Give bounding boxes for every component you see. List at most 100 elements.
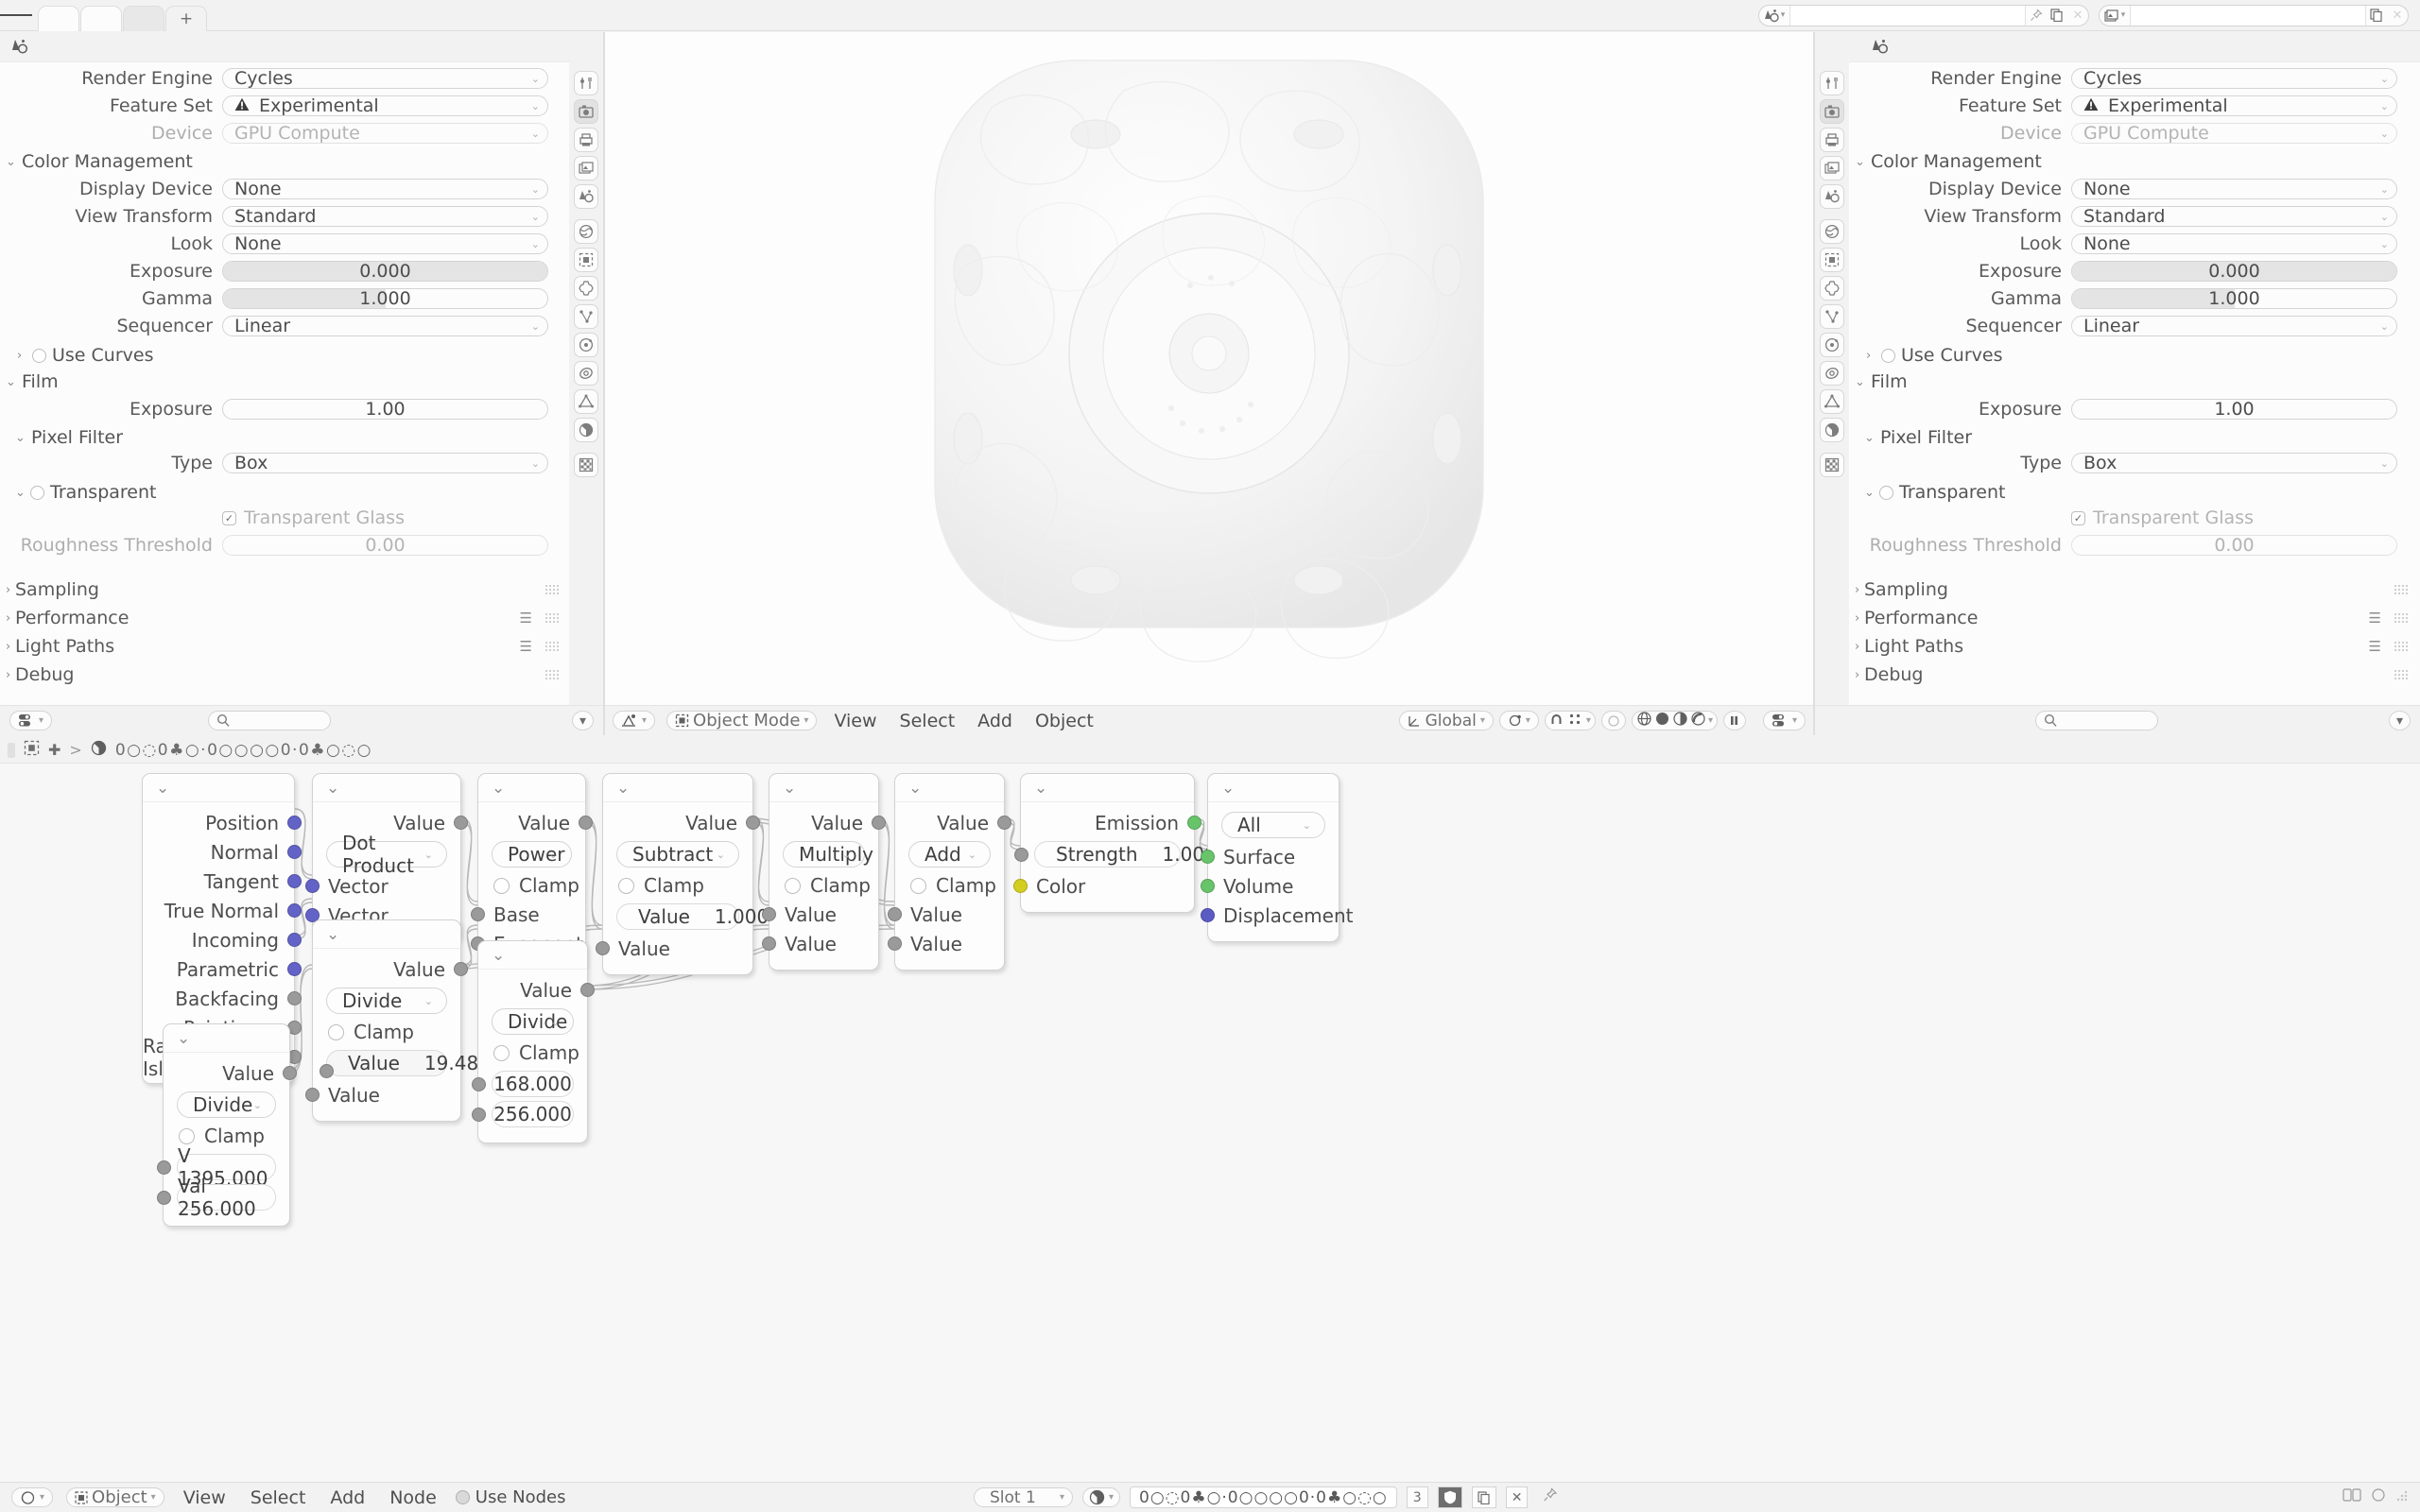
node-header[interactable]: ⌄	[603, 774, 752, 802]
drag-dots-icon[interactable]	[544, 584, 560, 595]
display-device-field[interactable]: None ⌄	[222, 179, 548, 199]
section-color-management[interactable]: ⌄ Color Management	[1855, 150, 2409, 173]
socket-gray[interactable]	[283, 1066, 297, 1080]
node-menu-add[interactable]: Add	[330, 1486, 366, 1508]
panel-divider-v1[interactable]	[603, 32, 605, 735]
viewport-menu-object[interactable]: Object	[1034, 710, 1094, 731]
close-icon[interactable]: ✕	[2392, 8, 2403, 23]
node-output-socket-row[interactable]: Emission	[1021, 808, 1201, 837]
value-field[interactable]: V 1395.000	[157, 1144, 276, 1190]
value-field[interactable]: Val 256.000	[157, 1175, 276, 1220]
socket-gray[interactable]	[287, 991, 302, 1005]
node-header[interactable]: ⌄	[313, 774, 460, 802]
transparent-glass-checkbox[interactable]: ✓	[222, 510, 236, 525]
options-icon[interactable]: ▾	[1762, 711, 1806, 730]
node-output-socket-row[interactable]: Incoming	[143, 925, 302, 954]
math-divide-node-168[interactable]: ⌄ Value Divide ⌄ Clamp 168.000 256.000	[472, 940, 595, 1143]
socket-vec[interactable]	[305, 879, 320, 893]
add-workspace-tab[interactable]: +	[165, 5, 207, 31]
pivot-icon[interactable]: ▾	[1498, 711, 1539, 730]
clamp-toggle[interactable]: Clamp	[603, 871, 752, 900]
collapse-chevron-icon[interactable]: ⌄	[177, 1028, 191, 1048]
operation-dropdown[interactable]: Divide ⌄	[326, 988, 447, 1014]
use-curves-checkbox[interactable]	[1881, 348, 1895, 363]
copy-icon[interactable]	[1471, 1486, 1496, 1508]
math-add-node[interactable]: ⌄ Value Add ⌄ Clamp Value Value	[888, 773, 1011, 971]
proportional-edit-icon[interactable]	[1600, 711, 1626, 730]
workspace-tab-2[interactable]	[80, 5, 122, 31]
node-input-socket-row[interactable]: Value	[305, 1080, 460, 1109]
collapse-chevron-icon[interactable]: ⌄	[492, 945, 506, 965]
socket-gray[interactable]	[471, 907, 485, 921]
transparent-toggle[interactable]: ⌄ Transparent	[15, 481, 560, 504]
socket-gray[interactable]	[762, 907, 776, 921]
node-input-socket-row[interactable]: Value	[888, 900, 1004, 929]
section-light-paths[interactable]: › Light Paths ☰	[1849, 632, 2409, 661]
node-menu-node[interactable]: Node	[389, 1486, 437, 1508]
section-performance[interactable]: › Performance ☰	[0, 604, 560, 632]
operation-dropdown[interactable]: Subtract ⌄	[616, 841, 739, 868]
shading-mode-group[interactable]: ▾	[1631, 711, 1718, 730]
clamp-checkbox[interactable]	[328, 1023, 344, 1040]
close-icon[interactable]: ✕	[2072, 8, 2083, 23]
collapse-chevron-icon[interactable]: ⌄	[908, 778, 923, 798]
node-header[interactable]: ⌄	[478, 774, 585, 802]
particles-icon[interactable]	[1820, 304, 1844, 329]
use-curves-checkbox[interactable]	[32, 348, 46, 363]
section-color-management[interactable]: ⌄ Color Management	[6, 150, 560, 173]
constraint-icon[interactable]	[1820, 361, 1844, 386]
section-light-paths[interactable]: › Light Paths ☰	[0, 632, 560, 661]
socket-gray[interactable]	[472, 1108, 486, 1122]
material-icon[interactable]: ▾	[1082, 1487, 1121, 1507]
use-curves-toggle[interactable]: › Use Curves	[17, 344, 560, 367]
socket-green[interactable]	[1201, 850, 1215, 864]
gamma-field[interactable]: 1.000	[2071, 288, 2397, 309]
socket-gray[interactable]	[596, 941, 610, 955]
exposure-field[interactable]: 0.000	[222, 261, 548, 282]
scene-icon[interactable]: ▾	[1759, 9, 1789, 23]
node-output-socket-row[interactable]: Value	[313, 954, 468, 984]
node-header[interactable]: ⌄	[164, 1024, 289, 1053]
clamp-toggle[interactable]: Clamp	[895, 871, 1004, 900]
operation-dropdown[interactable]: Power ⌄	[492, 841, 572, 868]
pixel-filter-type-field[interactable]: Box ⌄	[222, 453, 548, 473]
collapse-chevron-icon[interactable]: ⌄	[326, 778, 340, 798]
scene-name-field[interactable]	[1789, 5, 2026, 26]
object-mode-dropdown[interactable]: Object Mode ▾	[666, 711, 818, 730]
roughness-threshold-field[interactable]: 0.00	[2071, 535, 2397, 556]
clamp-checkbox[interactable]	[493, 1044, 510, 1061]
node-output-socket-row[interactable]: Normal	[143, 837, 302, 867]
panel-divider-v2[interactable]	[1813, 32, 1815, 735]
scene-icon[interactable]	[1820, 184, 1844, 209]
fake-user-icon[interactable]	[1437, 1486, 1462, 1508]
node-output-socket-row[interactable]: Parametric	[143, 954, 302, 984]
feature-set-field[interactable]: Experimental ⌄	[2071, 95, 2397, 116]
socket-gray[interactable]	[1014, 848, 1028, 862]
value-field[interactable]: Value 1.000	[616, 903, 769, 930]
render-engine-field[interactable]: Cycles ⌄	[2071, 68, 2397, 89]
view-transform-field[interactable]: Standard ⌄	[222, 206, 548, 227]
texture-icon[interactable]	[1820, 453, 1844, 477]
node-input-socket-row[interactable]: Surface	[1201, 842, 1339, 871]
drag-dots-icon[interactable]	[544, 669, 560, 680]
material-users-count[interactable]: 3	[1406, 1486, 1428, 1508]
object-data-icon[interactable]	[1820, 389, 1844, 414]
section-pixel-filter[interactable]: ⌄ Pixel Filter	[1864, 426, 2409, 449]
use-nodes-checkbox[interactable]	[455, 1490, 470, 1504]
collapse-chevron-icon[interactable]: ⌄	[326, 924, 340, 944]
value-field[interactable]: 256.000	[472, 1101, 574, 1127]
node-header[interactable]: ⌄	[478, 941, 587, 970]
node-input-socket-row[interactable]: Value	[762, 900, 878, 929]
material-name-field[interactable]: 0○◌0♣○·0○○○○0·0♣○◌○	[1130, 1486, 1397, 1508]
drag-dots-icon[interactable]	[2394, 669, 2409, 680]
operation-dropdown[interactable]: Divide ⌄	[177, 1091, 276, 1118]
math-multiply-node[interactable]: ⌄ Value Multiply ⌄ Clamp Value Value	[762, 773, 886, 971]
close-icon[interactable]: ✕	[1505, 1486, 1529, 1508]
view-layer-name-field[interactable]	[2130, 5, 2366, 26]
socket-gray[interactable]	[762, 936, 776, 951]
node-input-socket-row[interactable]: Displacement	[1201, 901, 1354, 930]
drag-dots-icon[interactable]	[544, 612, 560, 624]
operation-dropdown[interactable]: Add ⌄	[908, 841, 991, 868]
viewport-menu-view[interactable]: View	[834, 710, 877, 731]
